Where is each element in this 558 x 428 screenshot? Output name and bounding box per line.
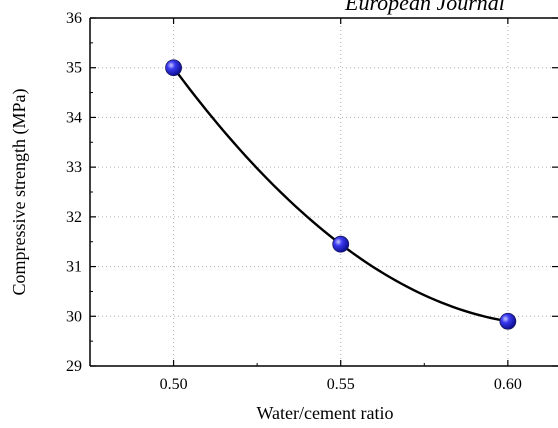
y-tick-label: 33 <box>66 159 82 176</box>
y-tick-label: 29 <box>66 358 82 375</box>
x-tick-label: 0.60 <box>494 376 522 393</box>
y-tick-label: 35 <box>66 60 82 77</box>
y-tick-label: 36 <box>66 10 82 27</box>
x-axis-title: Water/cement ratio <box>257 403 394 423</box>
tick-labels: 29 30 31 32 33 34 35 36 0.50 0.55 0.60 <box>66 10 522 393</box>
grid <box>90 18 558 366</box>
axes <box>89 17 558 367</box>
y-tick-label: 31 <box>66 259 82 276</box>
data-point <box>499 312 517 330</box>
data-point <box>332 235 350 253</box>
journal-header: European Journal <box>344 0 505 15</box>
y-tick-label: 32 <box>66 209 82 226</box>
y-tick-label: 30 <box>66 308 82 325</box>
y-axis-title: Compressive strength (MPa) <box>9 89 30 296</box>
x-tick-label: 0.55 <box>327 376 355 393</box>
data-points <box>165 59 517 330</box>
y-tick-label: 34 <box>66 109 82 126</box>
data-point <box>165 59 182 77</box>
x-tick-label: 0.50 <box>160 376 188 393</box>
